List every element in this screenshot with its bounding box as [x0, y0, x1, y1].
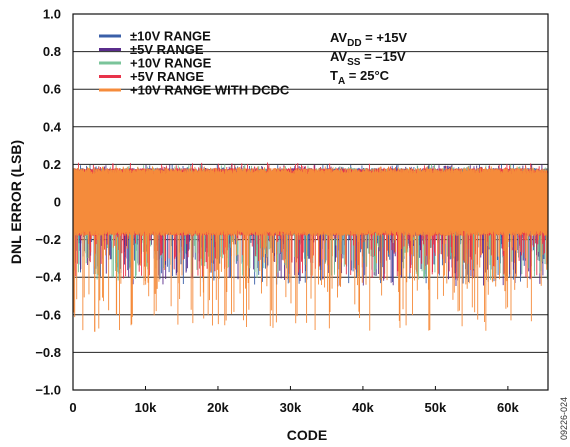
- y-axis-title: DNL ERROR (LSB): [8, 140, 24, 264]
- figure-id: 09226-024: [559, 397, 569, 440]
- avdd-annotation: AVDD = +15V: [330, 30, 407, 49]
- x-tick-label: 0: [69, 400, 76, 415]
- y-axis-ticks: 1.0 0.8 0.6 0.4 0.2 0 −0.2 −0.4 −0.6 −0.8 −1.0: [35, 7, 61, 398]
- avss-annotation: AVSS = –15V: [330, 49, 406, 68]
- data-series-layer: [72, 162, 549, 332]
- x-axis-title: CODE: [287, 427, 327, 443]
- legend-label: +10V RANGE WITH DCDC: [130, 83, 290, 98]
- x-tick-label: 30k: [280, 400, 302, 415]
- y-tick-label: −0.4: [35, 270, 61, 285]
- legend-label: ±5V RANGE: [130, 42, 204, 57]
- plot-frame: [72, 13, 549, 391]
- y-tick-label: 0.2: [43, 157, 61, 172]
- x-tick-label: 10k: [135, 400, 157, 415]
- y-tick-label: 0: [54, 195, 61, 210]
- y-tick-label: −0.6: [35, 307, 61, 322]
- x-tick-label: 50k: [425, 400, 447, 415]
- ta-annotation: TA = 25°C: [330, 68, 390, 87]
- y-tick-label: 0.4: [43, 119, 62, 134]
- x-tick-label: 60k: [497, 400, 519, 415]
- y-tick-label: −0.2: [35, 232, 61, 247]
- y-tick-label: 0.6: [43, 82, 61, 97]
- legend-label: +5V RANGE: [130, 69, 204, 84]
- y-tick-label: −1.0: [35, 383, 61, 398]
- conditions-annotation: AVDD = +15V AVSS = –15V TA = 25°C: [330, 30, 407, 87]
- legend: ±10V RANGE±5V RANGE+10V RANGE+5V RANGE+1…: [99, 29, 290, 98]
- dcdc-outlier-spikes: [94, 235, 118, 332]
- x-axis-ticks: 0 10k 20k 30k 40k 50k 60k: [69, 386, 519, 415]
- x-tick-label: 20k: [207, 400, 229, 415]
- x-tick-label: 40k: [352, 400, 374, 415]
- y-tick-label: −0.8: [35, 345, 61, 360]
- legend-label: +10V RANGE: [130, 56, 212, 71]
- y-tick-label: 0.8: [43, 44, 61, 59]
- legend-label: ±10V RANGE: [130, 29, 211, 44]
- y-tick-label: 1.0: [43, 7, 61, 22]
